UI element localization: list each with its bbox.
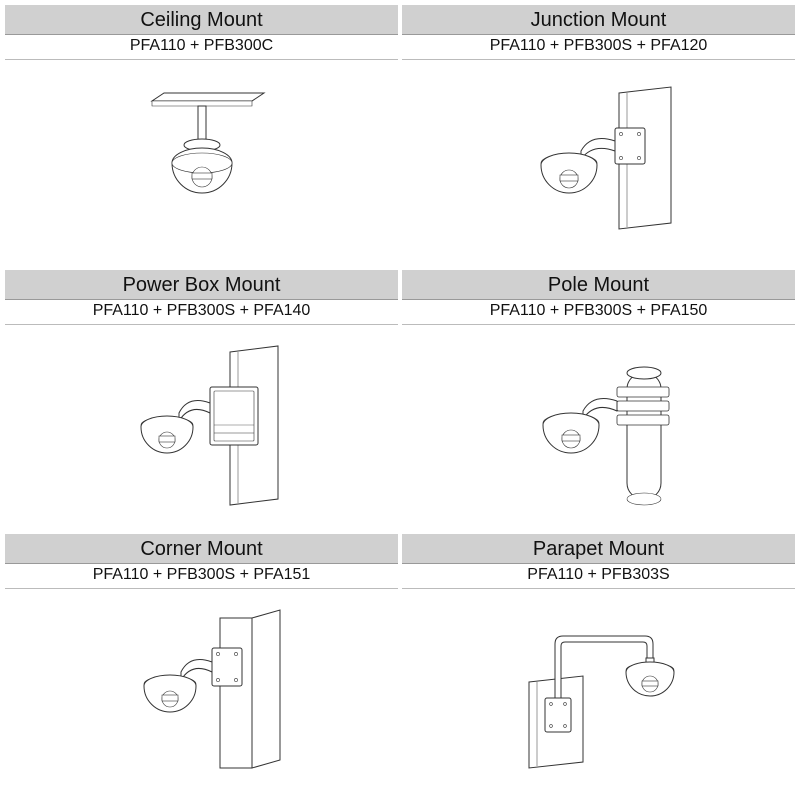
title-parapet: Parapet Mount	[402, 534, 795, 564]
title-pole: Pole Mount	[402, 270, 795, 300]
illus-powerbox	[5, 325, 398, 531]
illus-ceiling	[5, 60, 398, 266]
illus-parapet	[402, 589, 795, 795]
powerbox-svg	[102, 337, 302, 517]
title-ceiling: Ceiling Mount	[5, 5, 398, 35]
cell-parapet: Parapet Mount PFA110 + PFB303S	[401, 533, 796, 796]
title-junction: Junction Mount	[402, 5, 795, 35]
title-powerbox: Power Box Mount	[5, 270, 398, 300]
cell-powerbox: Power Box Mount PFA110 + PFB300S + PFA14…	[4, 269, 399, 532]
ceiling-svg	[102, 73, 302, 253]
illus-pole	[402, 325, 795, 531]
parts-parapet: PFA110 + PFB303S	[402, 564, 795, 589]
parapet-svg	[499, 602, 699, 782]
illus-corner	[5, 589, 398, 795]
parts-powerbox: PFA110 + PFB300S + PFA140	[5, 300, 398, 325]
corner-svg	[102, 602, 302, 782]
parts-junction: PFA110 + PFB300S + PFA120	[402, 35, 795, 60]
mount-grid: Ceiling Mount PFA110 + PFB300C	[0, 0, 800, 800]
pole-svg	[499, 337, 699, 517]
parts-ceiling: PFA110 + PFB300C	[5, 35, 398, 60]
cell-pole: Pole Mount PFA110 + PFB300S + PFA150	[401, 269, 796, 532]
cell-junction: Junction Mount PFA110 + PFB300S + PFA120	[401, 4, 796, 267]
parts-corner: PFA110 + PFB300S + PFA151	[5, 564, 398, 589]
illus-junction	[402, 60, 795, 266]
title-corner: Corner Mount	[5, 534, 398, 564]
junction-svg	[499, 73, 699, 253]
cell-corner: Corner Mount PFA110 + PFB300S + PFA151	[4, 533, 399, 796]
parts-pole: PFA110 + PFB300S + PFA150	[402, 300, 795, 325]
cell-ceiling: Ceiling Mount PFA110 + PFB300C	[4, 4, 399, 267]
